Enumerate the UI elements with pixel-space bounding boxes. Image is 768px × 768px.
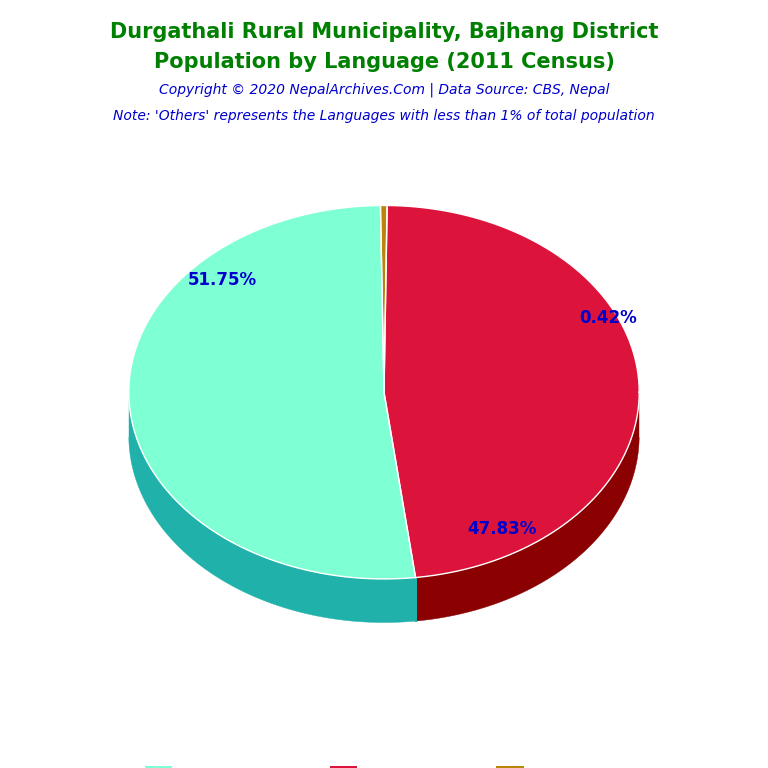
Text: Durgathali Rural Municipality, Bajhang District: Durgathali Rural Municipality, Bajhang D… (110, 22, 658, 41)
Polygon shape (415, 394, 639, 621)
Text: Note: 'Others' represents the Languages with less than 1% of total population: Note: 'Others' represents the Languages … (113, 109, 655, 123)
Legend: Bajhangi (6,713), Nepali (6,205), Others (54): Bajhangi (6,713), Nepali (6,205), Others… (138, 760, 630, 768)
Polygon shape (129, 394, 415, 623)
Polygon shape (380, 206, 387, 392)
Text: 0.42%: 0.42% (579, 309, 637, 326)
Text: 51.75%: 51.75% (187, 271, 257, 290)
Text: Copyright © 2020 NepalArchives.Com | Data Source: CBS, Nepal: Copyright © 2020 NepalArchives.Com | Dat… (159, 82, 609, 97)
Polygon shape (384, 206, 639, 578)
Text: Population by Language (2011 Census): Population by Language (2011 Census) (154, 52, 614, 72)
Text: 47.83%: 47.83% (468, 520, 537, 538)
Polygon shape (129, 206, 415, 579)
